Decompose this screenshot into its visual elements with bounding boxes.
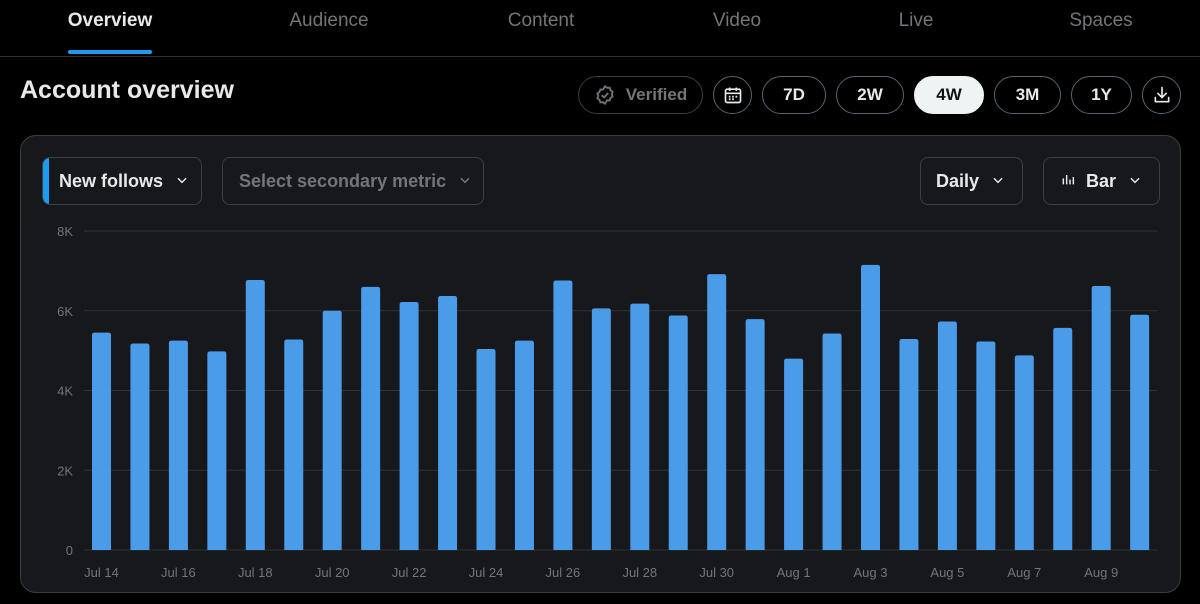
bar[interactable] xyxy=(245,280,265,550)
bar[interactable] xyxy=(707,274,727,550)
y-tick-label: 4K xyxy=(57,384,73,399)
x-tick-label: Aug 3 xyxy=(854,565,888,580)
primary-metric-select[interactable]: New follows xyxy=(42,157,202,205)
bar[interactable] xyxy=(976,341,996,550)
x-tick-label: Aug 9 xyxy=(1084,565,1118,580)
download-button[interactable] xyxy=(1142,76,1181,114)
chart-type-label: Bar xyxy=(1086,170,1117,191)
bar[interactable] xyxy=(322,310,342,550)
secondary-metric-select[interactable]: Select secondary metric xyxy=(222,157,484,205)
bar-chart-icon xyxy=(1060,171,1076,192)
bar[interactable] xyxy=(399,301,419,550)
bar[interactable] xyxy=(899,339,919,550)
bar[interactable] xyxy=(1014,355,1034,550)
y-tick-label: 2K xyxy=(57,463,73,478)
bar[interactable] xyxy=(630,303,650,550)
analytics-tabs: Overview Audience Content Video Live Spa… xyxy=(0,0,1200,57)
x-tick-label: Jul 22 xyxy=(392,565,427,580)
metric-color-indicator xyxy=(43,158,49,204)
chevron-down-icon xyxy=(1128,171,1142,192)
interval-label: Daily xyxy=(936,170,980,191)
bar[interactable] xyxy=(1130,314,1150,550)
active-tab-indicator xyxy=(68,50,152,54)
bar[interactable] xyxy=(937,321,957,550)
x-tick-label: Jul 16 xyxy=(161,565,196,580)
bar[interactable] xyxy=(745,319,765,550)
x-tick-label: Jul 20 xyxy=(315,565,350,580)
x-tick-label: Aug 7 xyxy=(1007,565,1041,580)
bar[interactable] xyxy=(591,308,611,550)
bar[interactable] xyxy=(822,333,842,550)
x-tick-label: Aug 1 xyxy=(777,565,811,580)
x-tick-label: Jul 24 xyxy=(469,565,504,580)
bar[interactable] xyxy=(861,264,880,550)
verified-label: Verified xyxy=(625,85,688,104)
bar[interactable] xyxy=(168,340,188,550)
secondary-metric-placeholder: Select secondary metric xyxy=(239,170,447,191)
range-4w-button[interactable]: 4W xyxy=(914,76,984,114)
y-tick-label: 0 xyxy=(66,543,73,558)
chevron-down-icon xyxy=(991,171,1005,192)
bar[interactable] xyxy=(92,332,111,550)
y-tick-label: 8K xyxy=(57,224,73,239)
bar[interactable] xyxy=(130,343,150,550)
y-tick-label: 6K xyxy=(57,304,73,319)
chevron-down-icon xyxy=(175,171,189,192)
range-7d-button[interactable]: 7D xyxy=(762,76,826,114)
range-1y-button[interactable]: 1Y xyxy=(1071,76,1132,114)
range-3m-button[interactable]: 3M xyxy=(994,76,1061,114)
bar[interactable] xyxy=(1091,286,1111,550)
bar[interactable] xyxy=(668,315,688,550)
bar[interactable] xyxy=(514,340,534,550)
page-title: Account overview xyxy=(20,76,234,104)
bar[interactable] xyxy=(784,358,804,550)
x-tick-label: Jul 18 xyxy=(238,565,273,580)
bar[interactable] xyxy=(553,280,573,550)
verified-badge-icon xyxy=(594,84,616,106)
tab-audience[interactable]: Audience xyxy=(289,10,369,31)
primary-metric-label: New follows xyxy=(59,170,164,191)
bar[interactable] xyxy=(361,286,381,550)
x-tick-label: Aug 5 xyxy=(930,565,964,580)
bar[interactable] xyxy=(284,339,304,550)
bar[interactable] xyxy=(1053,327,1073,550)
verified-filter-button[interactable]: Verified xyxy=(578,76,703,114)
tab-spaces[interactable]: Spaces xyxy=(1069,10,1133,31)
x-tick-label: Jul 28 xyxy=(622,565,657,580)
calendar-icon xyxy=(723,85,743,105)
interval-select[interactable]: Daily xyxy=(920,157,1023,205)
x-tick-label: Jul 30 xyxy=(699,565,734,580)
bar[interactable] xyxy=(438,295,458,550)
range-2w-button[interactable]: 2W xyxy=(836,76,904,114)
chart-type-select[interactable]: Bar xyxy=(1043,157,1160,205)
tab-overview[interactable]: Overview xyxy=(67,10,153,31)
bar[interactable] xyxy=(207,351,227,550)
bar[interactable] xyxy=(476,349,496,550)
chevron-down-icon xyxy=(458,171,472,192)
tab-content[interactable]: Content xyxy=(507,10,575,31)
tab-video[interactable]: Video xyxy=(712,10,762,31)
download-icon xyxy=(1152,85,1172,105)
x-tick-label: Jul 26 xyxy=(546,565,581,580)
x-tick-label: Jul 14 xyxy=(84,565,119,580)
tab-live[interactable]: Live xyxy=(898,10,934,31)
date-picker-button[interactable] xyxy=(713,76,752,114)
